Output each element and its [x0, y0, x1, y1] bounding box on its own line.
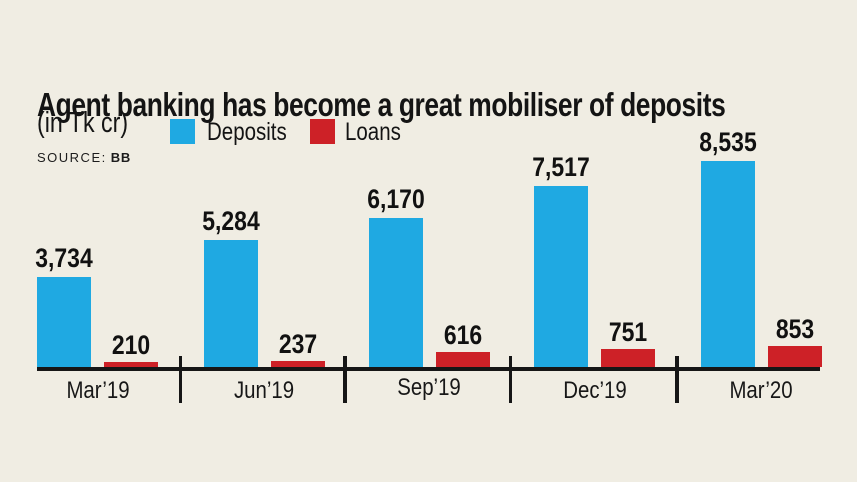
deposit-bar: [37, 277, 91, 367]
x-axis-label: Dec’19: [562, 377, 627, 404]
loan-bar: [601, 349, 655, 367]
loan-bar: [767, 346, 822, 367]
deposit-value-label: 8,535: [698, 127, 757, 157]
axis-tick: [178, 356, 183, 403]
legend-loans-swatch: [310, 119, 335, 144]
source-value: BB: [110, 150, 132, 165]
x-axis-label: Jun’19: [233, 377, 295, 404]
loan-value-label: 237: [278, 329, 317, 359]
deposit-value-label: 7,517: [532, 152, 590, 182]
deposit-bar: [368, 218, 423, 367]
loan-bar: [104, 362, 158, 367]
legend-deposits-swatch: [170, 119, 195, 144]
axis-tick: [508, 356, 513, 403]
deposit-bar: [203, 240, 258, 367]
legend-deposits-label: Deposits: [207, 118, 287, 146]
axis-tick: [675, 356, 679, 403]
x-axis-line: [37, 367, 820, 371]
loan-value-label: 853: [775, 314, 814, 344]
deposit-bar: [700, 161, 755, 367]
loan-value-label: 210: [111, 330, 151, 360]
source-label: SOURCE:: [37, 150, 107, 165]
chart-unit-subtitle: (in Tk cr): [37, 107, 129, 139]
deposit-value-label: 5,284: [201, 206, 260, 236]
chart-title: Agent banking has become a great mobilis…: [37, 86, 726, 124]
axis-tick: [343, 356, 347, 403]
loan-value-label: 616: [443, 320, 482, 350]
source-line: SOURCE: BB: [37, 150, 131, 165]
x-axis-label: Mar’19: [65, 377, 130, 404]
deposit-value-label: 3,734: [35, 243, 93, 273]
loan-bar: [435, 352, 490, 367]
loan-value-label: 751: [608, 317, 648, 347]
deposit-bar: [534, 186, 588, 367]
loan-bar: [270, 361, 325, 367]
deposit-value-label: 6,170: [366, 184, 425, 214]
legend-loans-label: Loans: [345, 118, 401, 146]
x-axis-label: Mar’20: [729, 377, 793, 404]
x-axis-label: Sep’19: [397, 374, 461, 401]
